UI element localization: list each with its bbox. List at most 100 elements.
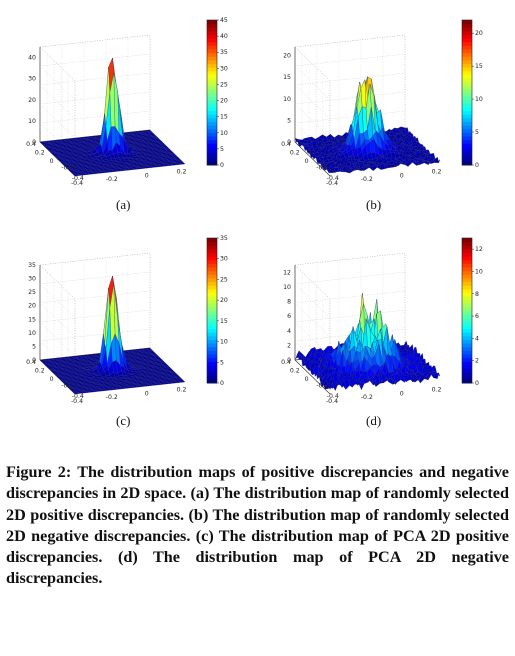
- y-tick-label: 0: [50, 158, 54, 165]
- y-axis-ticks: 0.4 0.2 0 -0.2 -0.4: [281, 141, 339, 182]
- x-tick-label: -0.2: [361, 394, 373, 401]
- z-axis-ticks: 0 2 4 6 8 10 12: [283, 269, 291, 364]
- colorbar: 0 2 4 6 8 10 12: [461, 237, 483, 387]
- y-axis-ticks: 0.4 0.2 0 -0.2 -0.4: [26, 359, 84, 400]
- y-tick-label: -0.4: [72, 175, 84, 182]
- colorbar-tick-label: 10: [220, 130, 228, 137]
- colorbar-tick-label: 35: [220, 235, 228, 242]
- surface-mesh: [294, 293, 441, 391]
- y-tick-label: 0.2: [35, 150, 45, 157]
- z-tick-label: 10: [28, 330, 36, 337]
- y-tick-label: 0.2: [290, 150, 300, 157]
- surface-plot-c: 0 5 10 15 20 25 30 35 0.4 0.2 0 -0.2 -0.4-0.4 -0.2 0 0.…: [26, 235, 228, 405]
- x-tick-label: 0: [145, 390, 149, 397]
- subfigure-label-a: (a): [116, 197, 131, 212]
- y-tick-label: 0.4: [26, 359, 36, 366]
- z-tick-label: 5: [32, 343, 36, 350]
- y-tick-label: 0.4: [281, 359, 291, 366]
- colorbar-tick-label: 15: [475, 63, 483, 70]
- y-tick-label: 0.4: [26, 141, 36, 148]
- y-tick-label: -0.2: [316, 165, 328, 172]
- colorbar-tick-label: 20: [220, 98, 228, 105]
- colorbar-tick-label: 40: [220, 33, 228, 40]
- surface-mesh: [39, 57, 186, 177]
- colorbar-tick-label: 10: [220, 339, 228, 346]
- figure-panel-a: 0 10 20 30 40 0.4 0.2 0 -0.2 -0.4 -0.4 -0.2 0 0.2 0 5 10…: [0, 12, 255, 242]
- x-tick-label: -0.4: [326, 180, 338, 187]
- y-tick-label: 0.2: [290, 368, 300, 375]
- z-tick-label: 10: [28, 118, 36, 125]
- z-axis-ticks: 0 5 10 15 20 25 30 35: [28, 262, 36, 364]
- z-tick-label: 20: [283, 53, 291, 60]
- colorbar-tick-label: 0: [475, 162, 479, 169]
- colorbar-tick-label: 5: [220, 146, 224, 153]
- x-tick-label: 0: [145, 172, 149, 179]
- z-tick-label: 20: [28, 303, 36, 310]
- z-tick-label: 0: [287, 139, 291, 146]
- z-tick-label: 10: [283, 96, 291, 103]
- y-tick-label: -0.2: [61, 383, 73, 390]
- z-tick-label: 4: [287, 328, 291, 335]
- y-tick-label: 0: [50, 376, 54, 383]
- z-tick-label: 20: [28, 97, 36, 104]
- x-axis-ticks: -0.4 -0.2 0 0.2: [326, 169, 442, 187]
- x-tick-label: -0.4: [71, 398, 83, 405]
- surface-plot-b: 0 5 10 15 20 0.4 0.2 0 -0.2 -0.4-0.4 -0.2 0 0.2 0 5 10 1…: [281, 19, 483, 187]
- figure-panel-c: 0 5 10 15 20 25 30 35 0.4 0.2 0 -0.2 -0.4 -0.4 -0.2 0 0.…: [0, 230, 255, 460]
- z-tick-label: 35: [28, 262, 36, 269]
- x-tick-label: 0: [400, 390, 404, 397]
- y-axis-ticks: 0.4 0.2 0 -0.2 -0.4: [26, 141, 84, 182]
- x-axis-ticks: -0.4 -0.2 0 0.2: [71, 169, 187, 187]
- y-tick-label: -0.2: [316, 383, 328, 390]
- surface-plot-a: 0 10 20 30 40 0.4 0.2 0 -0.2 -0.4-0.4 -0.2 0 0.2 0 5 10…: [26, 17, 228, 187]
- colorbar: 0 5 10 15 20 25 30 35: [206, 235, 228, 387]
- y-axis-ticks: 0.4 0.2 0 -0.2 -0.4: [281, 359, 339, 400]
- z-tick-label: 0: [32, 357, 36, 364]
- x-tick-label: -0.2: [106, 394, 118, 401]
- x-tick-label: -0.2: [361, 176, 373, 183]
- colorbar-tick-label: 30: [220, 256, 228, 263]
- surface-plot-d: 0 2 4 6 8 10 12 0.4 0.2 0 -0.2 -0.4-0.4 -0.2 0 0.2 0 2 4 6…: [281, 237, 483, 405]
- colorbar-tick-label: 10: [475, 268, 483, 275]
- x-tick-label: -0.4: [326, 398, 338, 405]
- x-tick-label: -0.2: [106, 176, 118, 183]
- colorbar-tick-label: 25: [220, 81, 228, 88]
- colorbar-tick-label: 2: [475, 358, 479, 365]
- x-tick-label: 0.2: [177, 387, 187, 394]
- z-tick-label: 15: [28, 316, 36, 323]
- z-axis-ticks: 0 10 20 30 40: [28, 55, 36, 146]
- colorbar: 0 5 10 15 20: [461, 19, 483, 169]
- y-tick-label: -0.4: [327, 175, 339, 182]
- z-tick-label: 30: [28, 276, 36, 283]
- colorbar-tick-label: 35: [220, 49, 228, 56]
- colorbar-tick-label: 10: [475, 96, 483, 103]
- y-tick-label: 0: [305, 158, 309, 165]
- x-axis-ticks: -0.4 -0.2 0 0.2: [71, 387, 187, 405]
- z-tick-label: 40: [28, 55, 36, 62]
- y-tick-label: -0.2: [61, 165, 73, 172]
- z-tick-label: 30: [28, 76, 36, 83]
- colorbar-tick-label: 0: [220, 380, 224, 387]
- colorbar-tick-label: 20: [475, 30, 483, 37]
- figure-panel-b: 0 5 10 15 20 0.4 0.2 0 -0.2 -0.4 -0.4 -0.2 0 0.2 0 5 10 1…: [255, 12, 510, 242]
- colorbar-tick-label: 25: [220, 276, 228, 283]
- colorbar-tick-label: 45: [220, 17, 228, 24]
- surface-mesh: [39, 275, 186, 395]
- colorbar-tick-label: 20: [220, 297, 228, 304]
- figure-caption: Figure 2: The distribution maps of posit…: [6, 463, 509, 588]
- x-tick-label: 0: [400, 172, 404, 179]
- y-tick-label: 0: [305, 376, 309, 383]
- colorbar-tick-label: 12: [475, 246, 483, 253]
- figure-panel-d: 0 2 4 6 8 10 12 0.4 0.2 0 -0.2 -0.4 -0.4 -0.2 0 0.2 0 2 4 6…: [255, 230, 510, 460]
- z-tick-label: 15: [283, 74, 291, 81]
- z-tick-label: 0: [32, 139, 36, 146]
- colorbar-tick-label: 15: [220, 318, 228, 325]
- colorbar-tick-label: 0: [475, 380, 479, 387]
- y-tick-label: 0.2: [35, 368, 45, 375]
- subfigure-label-d: (d): [366, 413, 382, 428]
- colorbar: 0 5 10 15 20 25 30 35 40 45: [206, 17, 228, 169]
- colorbar-tick-label: 30: [220, 65, 228, 72]
- subfigure-label-b: (b): [366, 197, 382, 212]
- z-axis-ticks: 0 5 10 15 20: [283, 53, 291, 146]
- z-tick-label: 2: [287, 342, 291, 349]
